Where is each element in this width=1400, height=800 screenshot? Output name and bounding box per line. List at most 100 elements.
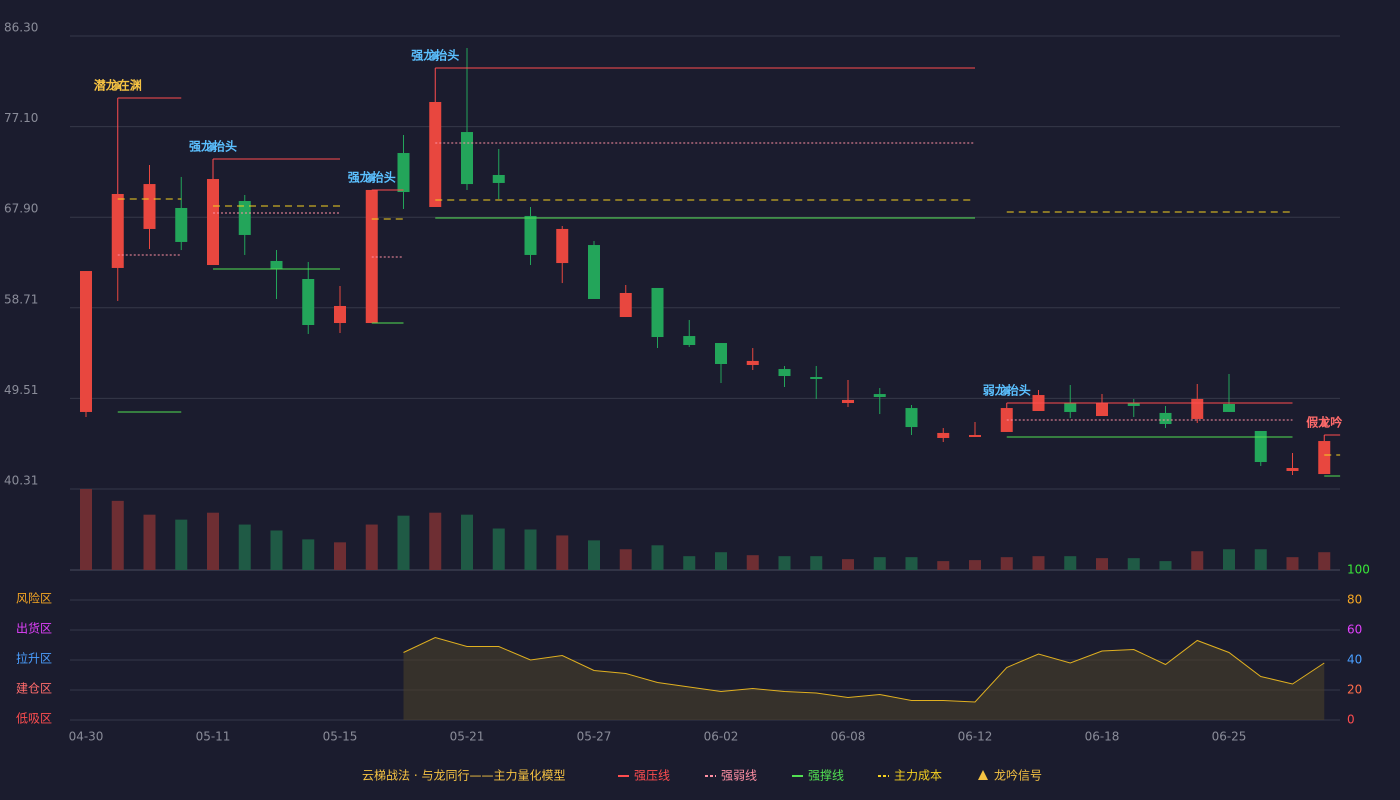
candle-body bbox=[1127, 403, 1140, 406]
x-tick-label: 06-02 bbox=[704, 730, 739, 744]
candle-body bbox=[175, 207, 188, 242]
line bbox=[403, 636, 1325, 703]
candle-body bbox=[1064, 403, 1077, 412]
candle-body bbox=[143, 184, 156, 229]
volume-bar bbox=[207, 512, 219, 570]
zone-label: 低吸区 bbox=[16, 712, 52, 726]
volume-bar bbox=[778, 556, 791, 570]
candle-body bbox=[1223, 403, 1235, 412]
volume-bar bbox=[1000, 557, 1013, 570]
candle-body bbox=[1254, 430, 1267, 463]
y-tick-label: 77.10 bbox=[4, 111, 38, 125]
candle-body bbox=[270, 260, 283, 269]
candle-body bbox=[778, 369, 791, 377]
candle-body bbox=[842, 399, 854, 404]
signal-marker bbox=[1002, 386, 1011, 395]
area bbox=[403, 637, 1325, 720]
legend-label: 龙吟信号 bbox=[994, 768, 1042, 783]
signal-marker bbox=[431, 51, 440, 60]
volume-bar bbox=[143, 514, 156, 570]
x-tick-label: 06-08 bbox=[831, 730, 866, 744]
volume-bar bbox=[365, 524, 378, 570]
candle-body bbox=[905, 408, 918, 428]
candle-body bbox=[492, 174, 505, 183]
volume-bar bbox=[1127, 558, 1140, 570]
x-tick-label: 05-11 bbox=[196, 730, 231, 744]
volume-bar bbox=[746, 555, 759, 570]
candle-body bbox=[873, 394, 886, 398]
volume-bar bbox=[80, 489, 92, 570]
x-tick-label: 04-30 bbox=[69, 730, 104, 744]
volume-bar bbox=[969, 560, 981, 570]
volume-bar bbox=[588, 540, 600, 570]
x-tick-label: 06-18 bbox=[1085, 730, 1120, 744]
signal-marker bbox=[367, 172, 376, 181]
volume-bar bbox=[873, 557, 886, 570]
candle-body bbox=[207, 179, 219, 266]
x-tick-label: 05-15 bbox=[323, 730, 358, 744]
volume-bar bbox=[1032, 556, 1045, 570]
volume-bar bbox=[1286, 557, 1299, 570]
volume-bar bbox=[1191, 551, 1204, 570]
candle-body bbox=[715, 343, 727, 365]
candle-body bbox=[651, 287, 664, 338]
candle-body bbox=[334, 305, 346, 324]
volume-bar bbox=[905, 557, 918, 570]
y-tick-label: 58.71 bbox=[4, 292, 38, 306]
volume-bar bbox=[302, 539, 315, 570]
y-tick-label: 86.30 bbox=[4, 21, 38, 35]
volume-bar bbox=[397, 515, 410, 570]
candle-body bbox=[1191, 398, 1204, 419]
legend-label: 强压线 bbox=[634, 769, 670, 783]
candle-body bbox=[556, 228, 569, 264]
zone-label: 拉升区 bbox=[16, 651, 52, 666]
candle-body bbox=[461, 132, 473, 185]
volume-bar bbox=[810, 556, 823, 570]
candle-body bbox=[683, 336, 696, 345]
y2-tick-label: 100 bbox=[1347, 563, 1370, 577]
volume-bar bbox=[1159, 561, 1172, 570]
volume-bar bbox=[619, 549, 632, 570]
candle-body bbox=[810, 377, 823, 379]
candle-body bbox=[397, 153, 410, 193]
candle-body bbox=[1318, 441, 1331, 475]
y2-tick-label: 60 bbox=[1347, 623, 1362, 637]
x-tick-label: 06-12 bbox=[958, 730, 993, 744]
volume-bar bbox=[524, 529, 537, 570]
legend-label: 主力成本 bbox=[894, 769, 942, 783]
y2-tick-label: 80 bbox=[1347, 593, 1362, 607]
candle-body bbox=[937, 432, 950, 438]
candle-body bbox=[619, 292, 632, 318]
zone-label: 出货区 bbox=[16, 621, 52, 636]
volume-bar bbox=[1254, 549, 1267, 570]
y2-tick-label: 40 bbox=[1347, 653, 1362, 667]
volume-bar bbox=[1318, 552, 1331, 570]
volume-bar bbox=[1223, 549, 1235, 570]
volume-bar bbox=[111, 500, 124, 570]
candle-body bbox=[969, 435, 981, 437]
zone-label: 风险区 bbox=[16, 591, 52, 606]
y-tick-label: 49.51 bbox=[4, 383, 38, 397]
signal-marker bbox=[209, 142, 217, 151]
volume-bar bbox=[270, 530, 283, 570]
signal-marker bbox=[113, 81, 122, 90]
x-tick-label: 05-27 bbox=[577, 730, 612, 744]
candle-body bbox=[1096, 403, 1108, 417]
volume-bar bbox=[175, 519, 188, 570]
volume-bar bbox=[651, 545, 664, 570]
candle-body bbox=[1286, 468, 1299, 471]
candle-body bbox=[302, 278, 315, 325]
volume-bar bbox=[937, 561, 950, 570]
legend-marker bbox=[978, 770, 988, 780]
candle-body bbox=[238, 200, 251, 235]
volume-bar bbox=[683, 556, 696, 570]
volume-bar bbox=[492, 528, 505, 570]
volume-bar bbox=[842, 559, 854, 570]
legend-label: 强弱线 bbox=[721, 769, 757, 783]
candle-body bbox=[429, 101, 442, 207]
volume-bar bbox=[429, 512, 442, 570]
x-tick-label: 05-21 bbox=[450, 730, 485, 744]
candle-body bbox=[80, 271, 92, 412]
